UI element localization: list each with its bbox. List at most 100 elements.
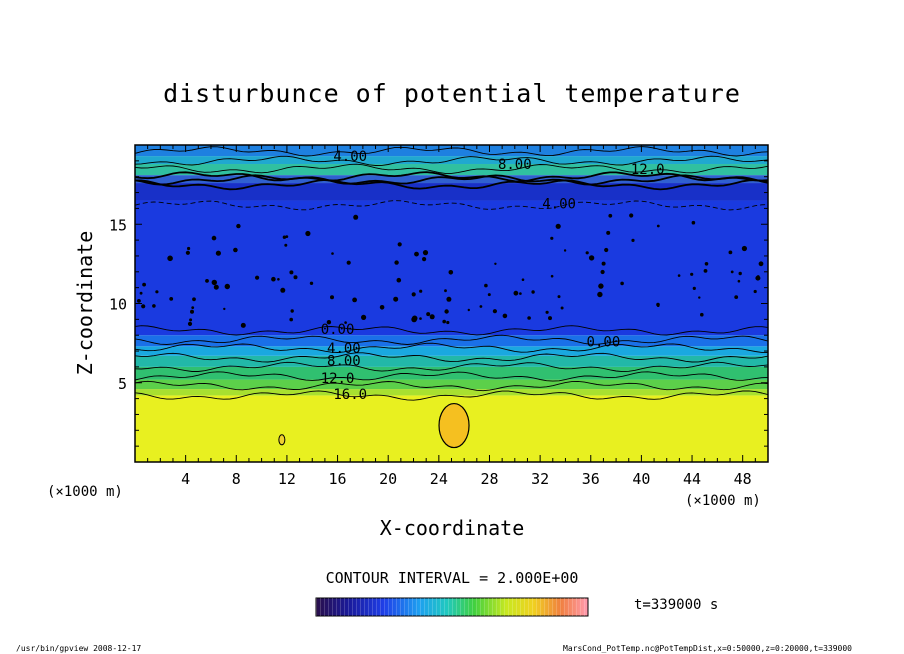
- contour-dot: [167, 255, 173, 262]
- contour-dot: [215, 250, 221, 256]
- contour-interval-text: CONTOUR INTERVAL = 2.000E+00: [326, 569, 579, 587]
- chart-title: disturbunce of potential temperature: [163, 79, 741, 108]
- x-tick-label: 16: [329, 470, 347, 488]
- x-tick-label: 4: [181, 470, 190, 488]
- warm-anomaly: [438, 402, 470, 449]
- contour-dot: [677, 274, 681, 277]
- contour-dot: [293, 275, 298, 280]
- contour-line-0: [135, 200, 768, 211]
- contour-label-7: 8.00: [327, 354, 361, 370]
- contour-dot: [734, 295, 739, 299]
- contour-dot: [690, 272, 694, 276]
- contour-dot: [211, 279, 217, 286]
- contour-line-12: [135, 371, 768, 382]
- contour-dot: [255, 275, 260, 280]
- contour-dot: [604, 247, 609, 253]
- contour-dot: [353, 214, 359, 220]
- contour-dot: [326, 320, 332, 325]
- time-label: t=339000 s: [634, 597, 718, 613]
- x-tick-label: 40: [632, 470, 650, 488]
- footer-right: MarsCond_PotTemp.nc@PotTempDist,x=0:5000…: [563, 644, 852, 653]
- contour-dot: [691, 220, 696, 225]
- x-tick-label: 12: [278, 470, 296, 488]
- contour-dot: [741, 245, 748, 252]
- contour-dot: [344, 321, 347, 324]
- contour-dot: [597, 291, 603, 298]
- contour-dot: [494, 262, 497, 265]
- contour-dot: [600, 269, 605, 275]
- contour-line-11: [135, 361, 768, 373]
- contour-dot: [728, 250, 733, 255]
- contour-dot: [446, 296, 452, 302]
- y-axis-ticks: 5 10 15: [109, 144, 768, 463]
- contour-line-7: [135, 325, 768, 336]
- plot-area: [135, 145, 768, 462]
- contour-label-0: 4.00: [333, 149, 367, 165]
- contour-label-8: 12.0: [321, 371, 355, 387]
- contour-dot: [137, 299, 141, 303]
- contour-line-2: [135, 174, 768, 186]
- contour-dot: [152, 304, 156, 308]
- contour-dot: [187, 246, 191, 251]
- contour-dot: [700, 312, 704, 317]
- contour-dot: [527, 316, 531, 320]
- contour-dot: [189, 318, 193, 322]
- footer-left: /usr/bin/gpview 2008-12-17: [16, 644, 141, 653]
- field-band-2: [135, 379, 768, 390]
- contour-dot: [185, 250, 190, 255]
- contour-dot: [550, 236, 554, 240]
- contour-dot: [448, 270, 454, 275]
- contour-dot: [282, 235, 287, 239]
- contour-dot: [393, 296, 399, 302]
- contour-dot: [531, 290, 535, 294]
- contour-dot: [598, 283, 604, 289]
- contour-dot: [271, 276, 276, 282]
- contour-dot: [479, 305, 483, 308]
- contour-label-4: 0.00: [321, 322, 355, 338]
- contour-dot: [285, 235, 289, 239]
- x-tick-label: 28: [480, 470, 498, 488]
- contour-dot: [233, 247, 238, 253]
- contour-dot: [557, 295, 561, 299]
- contour-dot: [487, 293, 491, 297]
- contour-dot: [444, 309, 449, 314]
- contour-dot: [419, 317, 422, 320]
- contour-dot: [190, 309, 194, 314]
- contour-dot: [224, 283, 230, 290]
- contour-dot: [548, 316, 552, 321]
- contour-lines: [135, 146, 768, 401]
- colorbar-stripes: [316, 598, 588, 616]
- contour-dot: [606, 230, 611, 235]
- contour-dot: [240, 322, 246, 328]
- field-band-8: [135, 183, 768, 201]
- contour-dot: [620, 281, 624, 286]
- x-unit-right: (×1000 m): [685, 493, 761, 509]
- contour-dot: [737, 279, 741, 283]
- x-tick-label: 48: [734, 470, 752, 488]
- contour-dot: [309, 281, 314, 285]
- contour-dot: [142, 282, 147, 287]
- contour-dot: [422, 250, 429, 256]
- x-tick-label: 32: [531, 470, 549, 488]
- y-tick-label: 15: [109, 216, 127, 234]
- contour-label-3: 4.00: [542, 197, 576, 213]
- contour-label-6: 4.00: [327, 341, 361, 357]
- contour-line-1: [135, 179, 768, 191]
- x-tick-label: 24: [430, 470, 448, 488]
- contour-dot: [631, 238, 635, 242]
- field-band-6: [135, 335, 768, 347]
- contour-dot: [289, 317, 294, 322]
- contour-dot: [141, 304, 146, 309]
- contour-dot: [236, 223, 241, 229]
- contour-dot: [290, 309, 294, 313]
- contour-dot: [756, 275, 760, 278]
- contour-dot: [560, 306, 564, 310]
- x-axis-ticks: 4 8 12 16 20 24 28 32 36 40 44 48: [134, 145, 769, 488]
- contour-dot: [703, 269, 708, 273]
- contour-dot: [467, 308, 470, 312]
- contour-dot: [692, 286, 696, 290]
- contour-dot: [588, 255, 595, 261]
- contour-dot: [738, 271, 742, 276]
- y-tick-label: 10: [109, 296, 127, 314]
